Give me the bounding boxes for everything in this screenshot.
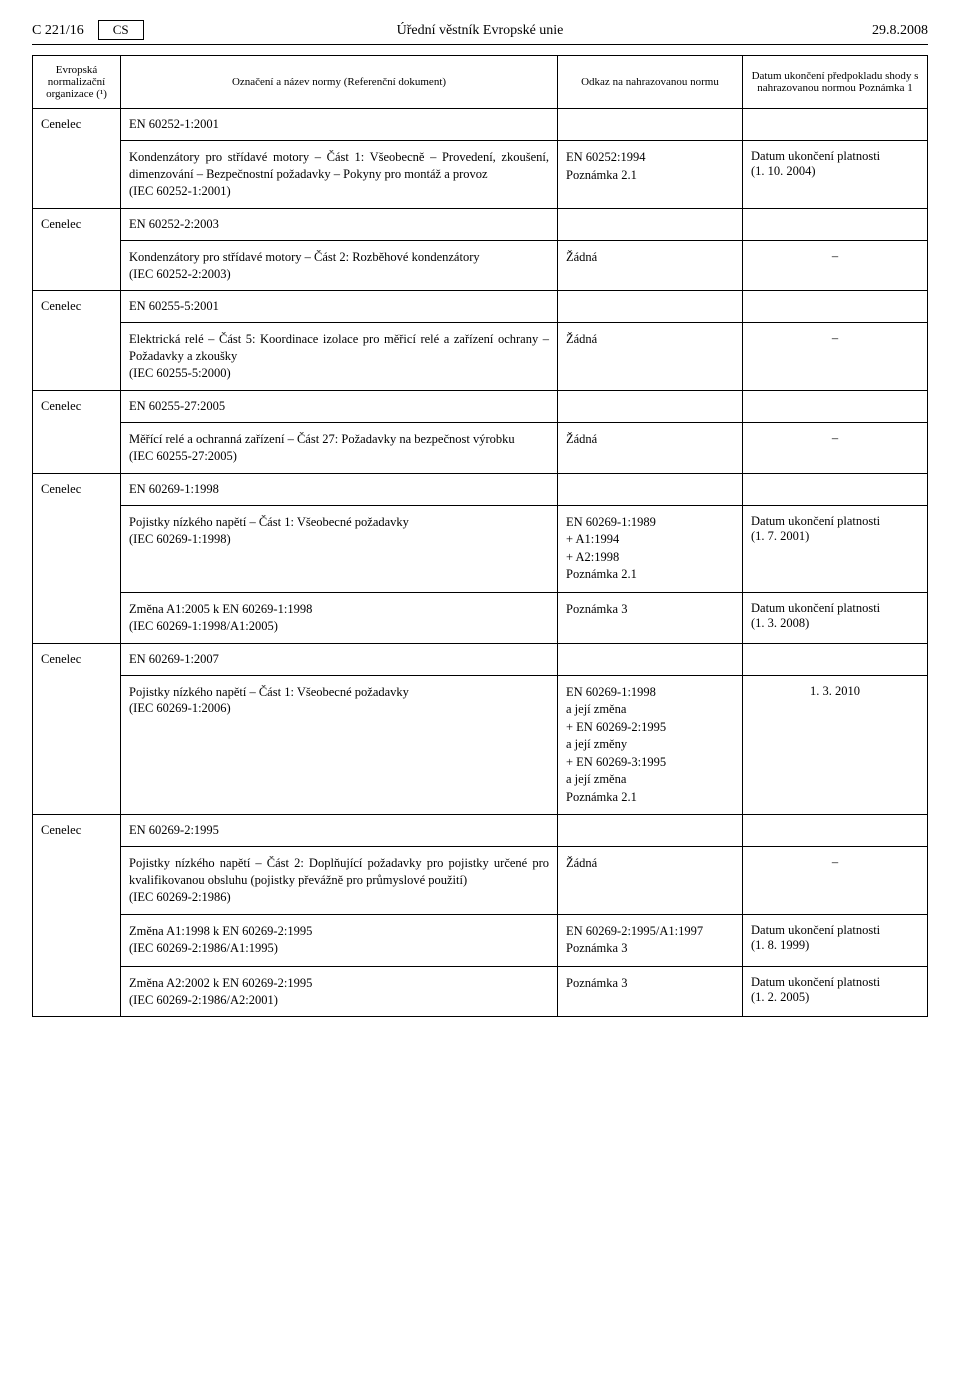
cessation-cell: – xyxy=(743,240,928,291)
empty-cell xyxy=(743,109,928,141)
standard-code: EN 60255-5:2001 xyxy=(121,291,558,323)
description-cell: Kondenzátory pro střídavé motory – Část … xyxy=(121,141,558,209)
standard-code: EN 60269-2:1995 xyxy=(121,815,558,847)
org-cell: Cenelec xyxy=(33,815,121,1017)
reference-cell: EN 60269-1:1989+ A1:1994+ A2:1998Poznámk… xyxy=(558,505,743,592)
standard-code: EN 60255-27:2005 xyxy=(121,391,558,423)
empty-cell xyxy=(558,291,743,323)
standard-code: EN 60269-1:2007 xyxy=(121,643,558,675)
cessation-cell: Datum ukončení platnosti(1. 7. 2001) xyxy=(743,505,928,592)
description-cell: Měřící relé a ochranná zařízení – Část 2… xyxy=(121,423,558,474)
org-cell: Cenelec xyxy=(33,473,121,643)
col-header-ref: Odkaz na nahrazovanou normu xyxy=(558,56,743,109)
org-cell: Cenelec xyxy=(33,391,121,474)
description-cell: Změna A1:2005 k EN 60269-1:1998(IEC 6026… xyxy=(121,592,558,643)
org-cell: Cenelec xyxy=(33,643,121,815)
reference-cell: EN 60252:1994Poznámka 2.1 xyxy=(558,141,743,209)
lang-box: CS xyxy=(98,20,144,40)
cessation-cell: 1. 3. 2010 xyxy=(743,675,928,815)
standards-table: Evropská normalizační organizace (¹) Ozn… xyxy=(32,55,928,1017)
reference-cell: EN 60269-1:1998a její změna+ EN 60269-2:… xyxy=(558,675,743,815)
reference-cell: Žádná xyxy=(558,240,743,291)
description-cell: Změna A2:2002 k EN 60269-2:1995(IEC 6026… xyxy=(121,966,558,1017)
page-ref: C 221/16 xyxy=(32,23,84,38)
empty-cell xyxy=(743,815,928,847)
cessation-cell: – xyxy=(743,847,928,915)
standard-code: EN 60269-1:1998 xyxy=(121,473,558,505)
description-cell: Pojistky nízkého napětí – Část 2: Doplňu… xyxy=(121,847,558,915)
standard-code: EN 60252-2:2003 xyxy=(121,208,558,240)
reference-cell: EN 60269-2:1995/A1:1997Poznámka 3 xyxy=(558,914,743,966)
reference-cell: Žádná xyxy=(558,323,743,391)
empty-cell xyxy=(743,643,928,675)
org-cell: Cenelec xyxy=(33,291,121,391)
cessation-cell: Datum ukončení platnosti(1. 10. 2004) xyxy=(743,141,928,209)
description-cell: Elektrická relé – Část 5: Koordinace izo… xyxy=(121,323,558,391)
reference-cell: Žádná xyxy=(558,847,743,915)
description-cell: Kondenzátory pro střídavé motory – Část … xyxy=(121,240,558,291)
org-cell: Cenelec xyxy=(33,109,121,209)
empty-cell xyxy=(558,391,743,423)
org-cell: Cenelec xyxy=(33,208,121,291)
running-header: C 221/16 CS Úřední věstník Evropské unie… xyxy=(32,20,928,45)
journal-title: Úřední věstník Evropské unie xyxy=(152,23,808,39)
col-header-title: Označení a název normy (Referenční dokum… xyxy=(121,56,558,109)
reference-cell: Žádná xyxy=(558,423,743,474)
col-header-cessation: Datum ukončení předpokladu shody s nahra… xyxy=(743,56,928,109)
empty-cell xyxy=(743,208,928,240)
description-cell: Pojistky nízkého napětí – Část 1: Všeobe… xyxy=(121,505,558,592)
empty-cell xyxy=(558,208,743,240)
empty-cell xyxy=(743,391,928,423)
empty-cell xyxy=(558,109,743,141)
empty-cell xyxy=(743,291,928,323)
cessation-cell: Datum ukončení platnosti(1. 3. 2008) xyxy=(743,592,928,643)
reference-cell: Poznámka 3 xyxy=(558,592,743,643)
cessation-cell: Datum ukončení platnosti(1. 2. 2005) xyxy=(743,966,928,1017)
empty-cell xyxy=(558,473,743,505)
cessation-cell: – xyxy=(743,323,928,391)
col-header-org: Evropská normalizační organizace (¹) xyxy=(33,56,121,109)
cessation-cell: Datum ukončení platnosti(1. 8. 1999) xyxy=(743,914,928,966)
empty-cell xyxy=(558,815,743,847)
reference-cell: Poznámka 3 xyxy=(558,966,743,1017)
standard-code: EN 60252-1:2001 xyxy=(121,109,558,141)
empty-cell xyxy=(743,473,928,505)
empty-cell xyxy=(558,643,743,675)
header-date: 29.8.2008 xyxy=(808,23,928,39)
description-cell: Pojistky nízkého napětí – Část 1: Všeobe… xyxy=(121,675,558,815)
cessation-cell: – xyxy=(743,423,928,474)
description-cell: Změna A1:1998 k EN 60269-2:1995(IEC 6026… xyxy=(121,914,558,966)
